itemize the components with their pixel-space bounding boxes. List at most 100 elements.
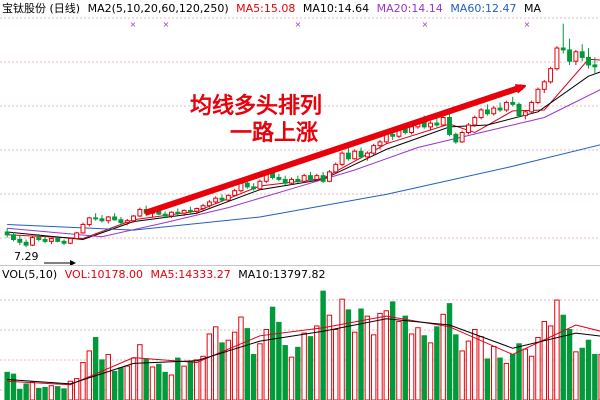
candle-body-13 — [86, 217, 92, 225]
candle-3 — [23, 239, 29, 248]
volume-bar-88 — [560, 314, 566, 400]
candle-78 — [497, 102, 503, 112]
candle-70 — [447, 113, 452, 137]
volume-bar-54 — [345, 309, 352, 400]
candle-68 — [434, 117, 440, 127]
volume-bar-58 — [370, 334, 377, 400]
volume-bar-41 — [263, 329, 269, 400]
volume-bar-93 — [592, 353, 598, 400]
candle-33 — [213, 196, 219, 204]
volume-bar-46 — [295, 346, 301, 400]
candle-19 — [124, 218, 130, 226]
candle-20 — [131, 215, 137, 223]
candle-body-32 — [206, 201, 212, 207]
candle-body-16 — [105, 216, 111, 222]
candle-body-1 — [11, 234, 16, 240]
volume-bar-94 — [598, 354, 600, 400]
candle-body-75 — [478, 109, 484, 118]
candle-89 — [567, 38, 573, 65]
ma2-label: MA2(5,10,20,60,120,250) — [87, 2, 229, 15]
volume-bar-5 — [36, 387, 42, 400]
candle-body-85 — [541, 81, 547, 90]
candle-body-10 — [67, 238, 73, 244]
volume-bar-30 — [194, 359, 200, 400]
candle-body-34 — [219, 197, 225, 201]
volume-bar-39 — [250, 353, 257, 400]
candle-body-79 — [503, 101, 509, 111]
candle-body-78 — [497, 107, 503, 111]
candle-body-81 — [516, 103, 522, 117]
candle-body-9 — [61, 240, 67, 244]
price-legend: 宝钛股份 (日线) MA2(5,10,20,60,120,250) MA5:15… — [2, 1, 545, 17]
candle-body-36 — [232, 190, 238, 196]
candle-body-70 — [447, 116, 452, 135]
volume-bar-8 — [55, 386, 61, 400]
volume-bar-74 — [472, 329, 478, 400]
candle-body-35 — [225, 194, 231, 201]
low-arrow-head — [70, 260, 76, 266]
volume-bar-42 — [269, 306, 276, 400]
candle-body-93 — [592, 64, 598, 68]
candle-1 — [11, 231, 16, 242]
candle-body-82 — [522, 111, 528, 117]
candle-body-72 — [459, 131, 465, 143]
volume-bar-37 — [238, 316, 244, 400]
candle-body-58 — [371, 145, 377, 154]
candle-body-68 — [434, 122, 440, 126]
candle-body-8 — [55, 238, 61, 242]
candle-body-2 — [17, 238, 23, 243]
volume-bar-47 — [301, 332, 307, 400]
trend-arrow — [144, 84, 522, 216]
candle-body-15 — [99, 218, 105, 222]
candle-28 — [181, 209, 187, 217]
volume-bar-6 — [42, 387, 48, 400]
candle-body-44 — [282, 178, 288, 184]
candle-46 — [295, 175, 301, 184]
candle-53 — [339, 151, 345, 167]
volume-bar-90 — [573, 351, 579, 400]
candle-49 — [314, 173, 320, 182]
volume-bar-52 — [333, 329, 339, 400]
candle-body-51 — [326, 171, 332, 182]
candle-body-59 — [377, 141, 383, 147]
volume-bar-1 — [10, 373, 17, 400]
candle-17 — [112, 213, 118, 221]
candle-body-4 — [29, 237, 35, 246]
candle-58 — [371, 143, 377, 156]
candle-body-52 — [333, 163, 339, 173]
candle-body-84 — [535, 88, 541, 103]
candle-body-19 — [124, 220, 130, 224]
price-ma60-line — [7, 144, 600, 231]
volume-bar-64 — [408, 333, 415, 400]
candle-body-30 — [194, 208, 200, 212]
volume-bar-92 — [585, 339, 592, 400]
volume-bar-25 — [162, 371, 168, 400]
stock-title: 宝钛股份 (日线) — [2, 2, 81, 15]
panel-divider — [0, 265, 600, 266]
volume-bar-79 — [503, 362, 510, 400]
volume-bar-77 — [491, 345, 497, 400]
candle-body-3 — [23, 241, 29, 246]
candle-40 — [257, 179, 263, 190]
candle-16 — [105, 216, 111, 224]
volume-bar-68 — [434, 326, 440, 400]
volume-bar-80 — [509, 353, 516, 400]
ma60-label: MA60:12.47 — [450, 2, 517, 15]
vol-value: VOL:10178.00 — [64, 268, 144, 281]
candle-body-67 — [428, 122, 434, 128]
volume-bar-28 — [181, 365, 187, 400]
candle-47 — [301, 173, 307, 184]
volume-bar-91 — [579, 347, 585, 400]
candle-body-88 — [560, 47, 566, 51]
candle-4 — [29, 235, 35, 247]
volume-bar-4 — [29, 381, 36, 400]
candle-body-80 — [510, 101, 516, 105]
volume-bar-87 — [554, 299, 560, 400]
candle-6 — [42, 236, 48, 244]
candle-body-83 — [529, 101, 535, 113]
volume-bar-83 — [528, 355, 535, 400]
candle-body-18 — [118, 219, 124, 224]
volume-bar-7 — [48, 385, 55, 400]
volume-bar-89 — [566, 329, 573, 400]
volume-bar-22 — [143, 358, 149, 400]
